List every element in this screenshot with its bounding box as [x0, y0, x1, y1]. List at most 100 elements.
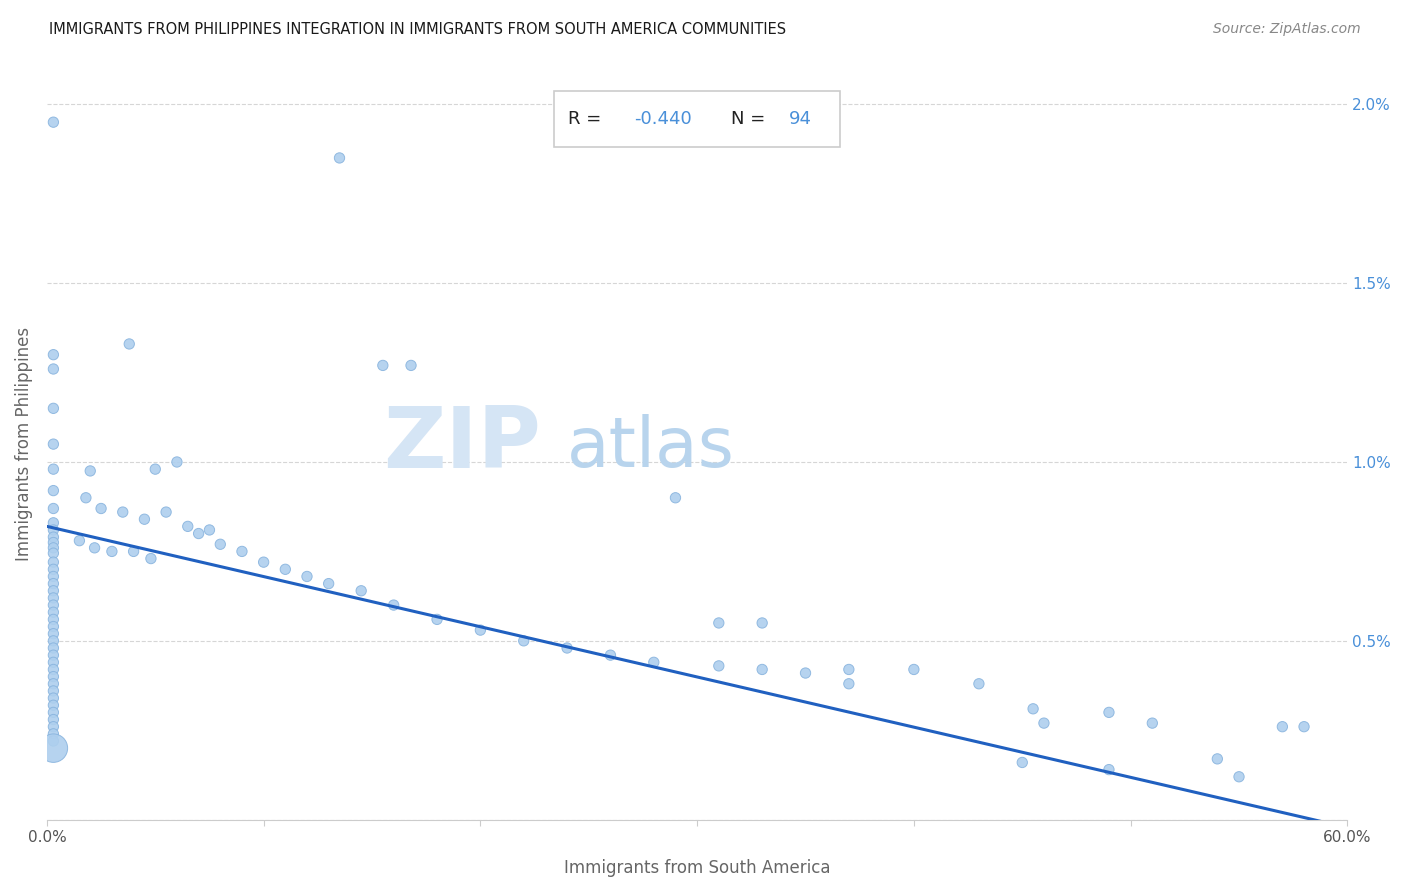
Point: [42, 648, 65, 662]
Point: [643, 655, 665, 669]
Point: [1098, 763, 1121, 777]
Point: [75, 491, 97, 505]
Point: [42, 720, 65, 734]
Point: [79, 464, 101, 478]
Point: [42, 663, 65, 677]
Point: [42, 555, 65, 569]
Point: [42, 698, 65, 713]
Point: [42, 562, 65, 576]
Point: [139, 551, 162, 566]
Point: [42, 348, 65, 362]
Point: [42, 605, 65, 619]
Point: [42, 655, 65, 669]
Point: [664, 491, 686, 505]
Point: [1032, 716, 1054, 731]
Point: [42, 684, 65, 698]
Point: [1142, 716, 1164, 731]
Point: [371, 359, 394, 373]
Text: IMMIGRANTS FROM PHILIPPINES INTEGRATION IN IMMIGRANTS FROM SOUTH AMERICA COMMUNI: IMMIGRANTS FROM PHILIPPINES INTEGRATION …: [49, 22, 786, 37]
Point: [187, 526, 209, 541]
Point: [231, 544, 253, 558]
Point: [42, 640, 65, 655]
Point: [1227, 770, 1250, 784]
Point: [42, 483, 65, 498]
Point: [111, 505, 134, 519]
Point: [318, 576, 340, 591]
Point: [42, 516, 65, 530]
Point: [751, 663, 773, 677]
Point: [42, 501, 65, 516]
Point: [426, 612, 449, 626]
Text: Source: ZipAtlas.com: Source: ZipAtlas.com: [1213, 22, 1361, 37]
Point: [209, 537, 232, 551]
Point: [555, 640, 578, 655]
Point: [42, 462, 65, 476]
Point: [42, 598, 65, 612]
Point: [122, 544, 145, 558]
Point: [1098, 706, 1121, 720]
Point: [1011, 756, 1033, 770]
Point: [83, 541, 105, 555]
Point: [42, 727, 65, 741]
Text: ZIP: ZIP: [384, 402, 541, 485]
Point: [707, 615, 730, 630]
Point: [118, 337, 141, 351]
Point: [155, 505, 177, 519]
Point: [295, 569, 318, 583]
Point: [1292, 720, 1315, 734]
Point: [42, 546, 65, 560]
Point: [42, 569, 65, 583]
Point: [143, 462, 166, 476]
Point: [42, 530, 65, 544]
Point: [198, 523, 221, 537]
Point: [42, 612, 65, 626]
Point: [382, 598, 405, 612]
Point: [42, 633, 65, 648]
Point: [42, 362, 65, 376]
Point: [42, 713, 65, 727]
Point: [707, 659, 730, 673]
Point: [42, 619, 65, 633]
Point: [599, 648, 621, 662]
Point: [399, 359, 422, 373]
Point: [967, 677, 990, 691]
Point: [838, 663, 860, 677]
Point: [328, 151, 350, 165]
Point: [42, 401, 65, 416]
Text: atlas: atlas: [567, 415, 735, 482]
Point: [1022, 702, 1045, 716]
Point: [350, 583, 373, 598]
Point: [42, 741, 65, 756]
Point: [42, 706, 65, 720]
Point: [42, 523, 65, 537]
Point: [42, 535, 65, 549]
Point: [42, 115, 65, 129]
Point: [101, 544, 124, 558]
Point: [177, 519, 200, 533]
Point: [253, 555, 276, 569]
Point: [794, 666, 817, 681]
Point: [42, 541, 65, 555]
Point: [42, 734, 65, 748]
Point: [90, 501, 112, 516]
Point: [67, 533, 90, 548]
Point: [42, 670, 65, 684]
Point: [42, 437, 65, 451]
Point: [751, 615, 773, 630]
Point: [42, 677, 65, 691]
Point: [42, 583, 65, 598]
X-axis label: Immigrants from South America: Immigrants from South America: [564, 859, 831, 877]
Point: [166, 455, 188, 469]
Point: [42, 626, 65, 640]
Point: [42, 591, 65, 605]
Point: [274, 562, 297, 576]
Point: [470, 623, 492, 637]
Y-axis label: Immigrants from Philippines: Immigrants from Philippines: [15, 327, 32, 561]
Point: [903, 663, 925, 677]
Point: [134, 512, 156, 526]
Point: [838, 677, 860, 691]
Point: [513, 633, 536, 648]
Point: [42, 691, 65, 706]
Point: [1206, 752, 1229, 766]
Point: [42, 576, 65, 591]
